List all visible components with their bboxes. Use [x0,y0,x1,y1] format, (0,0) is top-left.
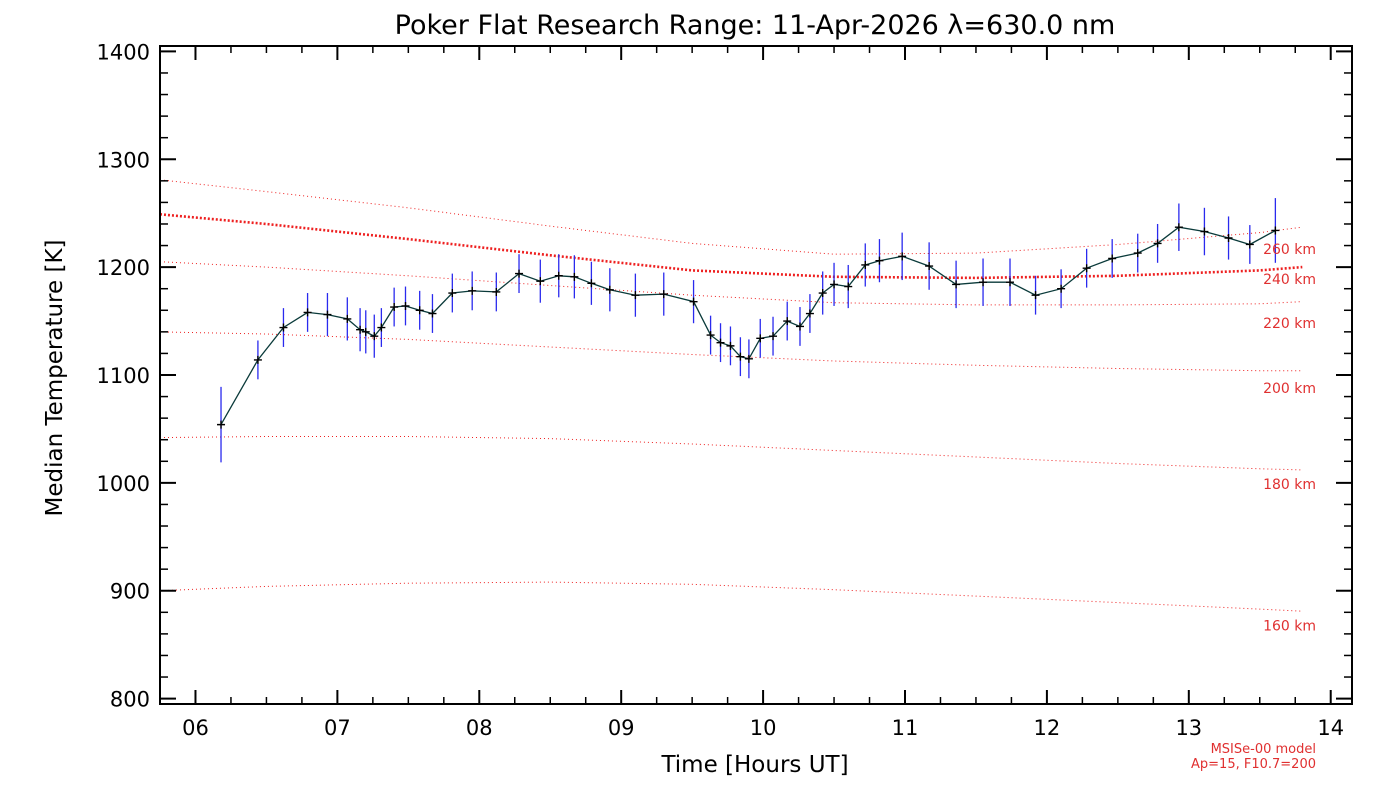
altitude-label: 240 km [1263,272,1316,288]
data-point [415,306,424,315]
data-point [468,286,477,295]
altitude-label: 200 km [1263,381,1316,397]
data-point [1245,240,1254,249]
data-point [303,308,312,317]
model-curve-260km [159,179,1303,255]
data-point [253,355,262,364]
model-curve-240km [159,261,1303,306]
y-tick-label: 900 [110,580,150,604]
data-point [769,332,778,341]
model-curves [159,179,1303,612]
plot-axes: 06 07 08 09 10 11 12 13 14 800 900 1000 1100 1200 1300… [97,40,1353,740]
data-point [783,317,792,326]
data-point [492,287,501,296]
data-point [1271,226,1280,235]
x-tick-label: 13 [1175,716,1202,740]
data-point [217,420,226,429]
y-tick-label: 1000 [97,472,150,496]
measurement-line [220,226,1276,425]
data-point [390,303,399,312]
data-point [401,301,410,310]
data-point [861,260,870,269]
x-tick-label: 07 [324,716,351,740]
data-point [659,290,668,299]
data-point [279,323,288,332]
data-point [1057,284,1066,293]
data-point [979,278,988,287]
y-tick-label: 1100 [97,364,150,388]
data-point [448,289,457,298]
data-point [1031,291,1040,300]
data-point [536,277,545,286]
x-tick-label: 14 [1317,716,1344,740]
data-point [830,280,839,289]
data-point [689,297,698,306]
y-tick-label: 1400 [97,40,150,64]
x-axis-label: Time [Hours UT] [660,752,848,778]
data-point [570,272,579,281]
altitude-label: 260 km [1263,242,1316,258]
x-tick-label: 11 [892,716,919,740]
measurement-series [217,198,1280,463]
data-point [515,269,524,278]
data-point [844,282,853,291]
x-tick-label: 12 [1034,716,1061,740]
altitude-labels: 260 km 240 km 220 km 200 km 180 km 160 km [1263,242,1316,634]
data-point [377,323,386,332]
data-point [1224,234,1233,243]
data-point [370,332,379,341]
data-point [605,285,614,294]
x-tick-label: 06 [182,716,209,740]
data-point [805,309,814,318]
x-tick-label: 09 [608,716,635,740]
data-point [744,354,753,363]
x-tick-label: 10 [750,716,777,740]
plot-frame [159,45,1353,705]
data-point [323,310,332,319]
data-point [952,280,961,289]
data-point [361,327,370,336]
altitude-label: 220 km [1263,316,1316,332]
data-point [925,262,934,271]
data-point [1133,249,1142,258]
data-point [631,291,640,300]
data-point [706,331,715,340]
y-tick-label: 800 [110,688,150,712]
model-curve-250km [159,213,1303,280]
data-point [726,341,735,350]
data-point [1153,239,1162,248]
data-point [898,252,907,261]
x-tick-label: 08 [466,716,493,740]
y-tick-label: 1200 [97,256,150,280]
data-point [818,289,827,298]
chart-title: Poker Flat Research Range: 11-Apr-2026 λ… [395,10,1116,41]
data-point [1006,278,1015,287]
data-point [716,338,725,347]
data-point [554,271,563,280]
data-point [736,352,745,361]
altitude-label: 160 km [1263,618,1316,634]
model-curve-200km [159,436,1303,471]
data-point [1108,254,1117,263]
model-name-note: MSISe-00 model [1211,742,1316,757]
data-point [875,256,884,265]
model-curve-180km [159,581,1303,612]
data-point [587,279,596,288]
y-tick-label: 1300 [97,148,150,172]
data-point [356,325,365,334]
y-axis-label: Median Temperature [K] [42,240,68,517]
model-curve-220km [159,331,1303,372]
data-point [795,322,804,331]
data-point [1082,264,1091,273]
data-point [428,309,437,318]
data-point [343,314,352,323]
data-point [756,334,765,343]
altitude-label: 180 km [1263,477,1316,493]
data-point [1200,227,1209,236]
data-point [1174,223,1183,232]
model-params-note: Ap=15, F10.7=200 [1191,757,1316,772]
